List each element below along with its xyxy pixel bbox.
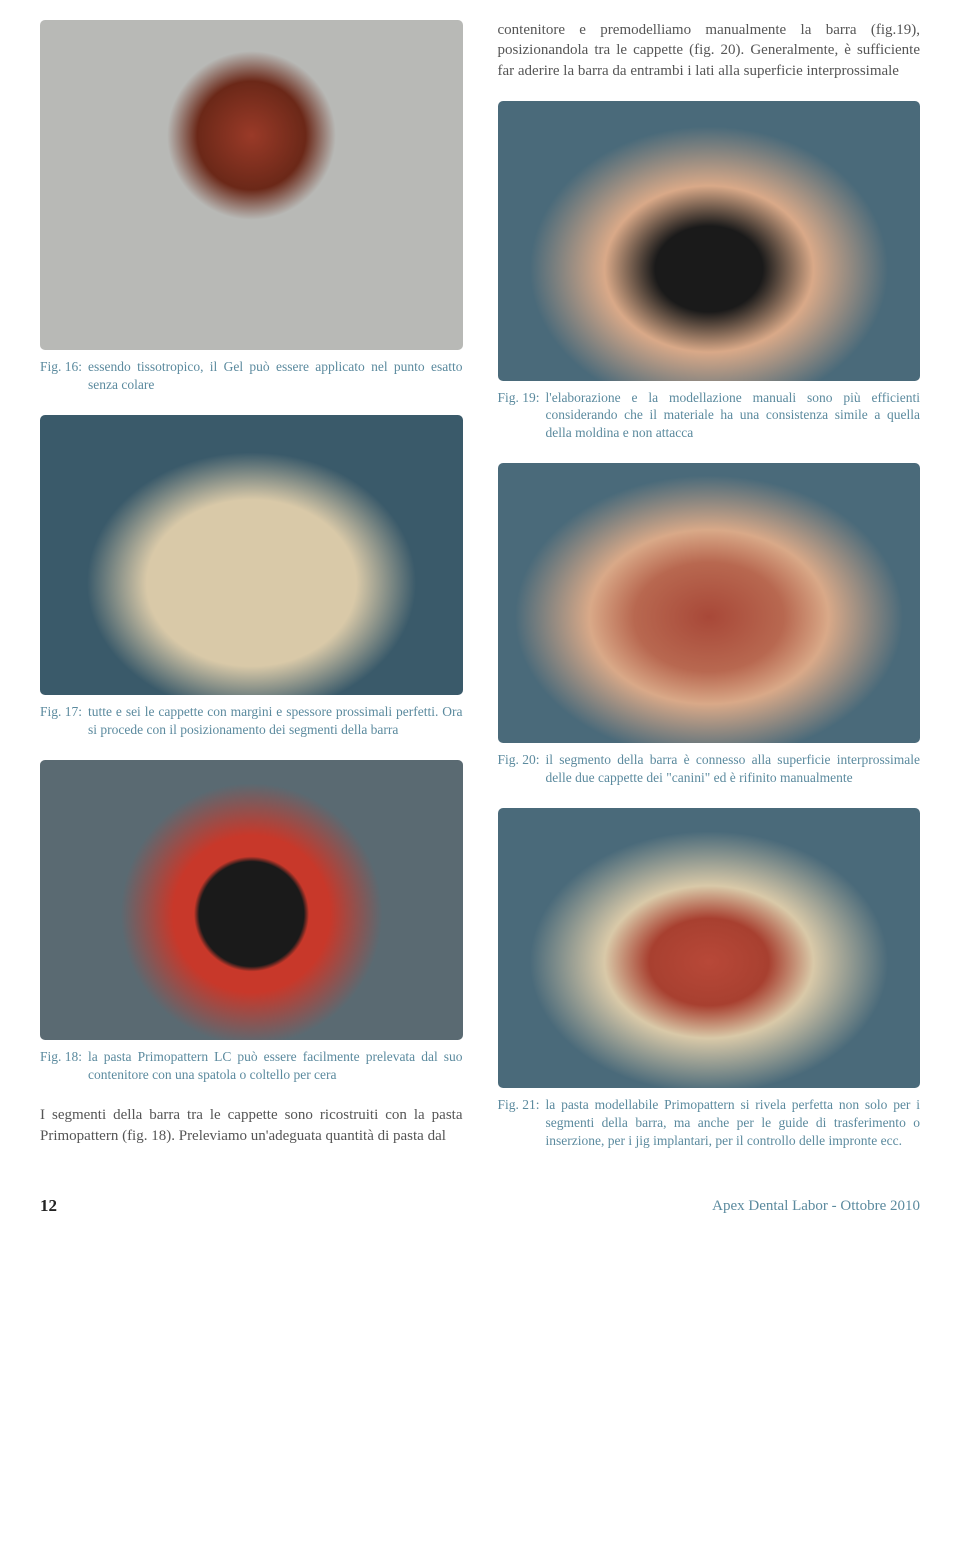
- figure-18-text: la pasta Primopattern LC può essere faci…: [88, 1048, 462, 1083]
- left-column: Fig. 16: essendo tissotropico, il Gel pu…: [40, 20, 463, 1171]
- figure-20-caption: Fig. 20: il segmento della barra è conne…: [498, 751, 921, 786]
- figure-20-text: il segmento della barra è connesso alla …: [546, 751, 920, 786]
- figure-20-label: Fig. 20:: [498, 751, 540, 786]
- right-column: contenitore e premodelliamo manualmente …: [498, 20, 921, 1171]
- figure-17-caption: Fig. 17: tutte e sei le cappette con mar…: [40, 703, 463, 738]
- figure-18-image: [40, 760, 463, 1040]
- figure-17-image: [40, 415, 463, 695]
- intro-paragraph: contenitore e premodelliamo manualmente …: [498, 20, 921, 81]
- figure-19-text: l'elaborazione e la modellazione manuali…: [546, 389, 920, 442]
- figure-17-text: tutte e sei le cappette con margini e sp…: [88, 703, 462, 738]
- figure-19-label: Fig. 19:: [498, 389, 540, 442]
- page-container: Fig. 16: essendo tissotropico, il Gel pu…: [40, 20, 920, 1171]
- figure-21-text: la pasta modellabile Primopattern si riv…: [546, 1096, 920, 1149]
- figure-21-caption: Fig. 21: la pasta modellabile Primopatte…: [498, 1096, 921, 1149]
- figure-16-label: Fig. 16:: [40, 358, 82, 393]
- figure-16-image: [40, 20, 463, 350]
- figure-19-image: [498, 101, 921, 381]
- figure-16-text: essendo tissotropico, il Gel può essere …: [88, 358, 462, 393]
- page-number: 12: [40, 1196, 57, 1216]
- figure-21-image: [498, 808, 921, 1088]
- figure-18-caption: Fig. 18: la pasta Primopattern LC può es…: [40, 1048, 463, 1083]
- figure-19-caption: Fig. 19: l'elaborazione e la modellazion…: [498, 389, 921, 442]
- figure-20-image: [498, 463, 921, 743]
- page-footer: 12 Apex Dental Labor - Ottobre 2010: [40, 1196, 920, 1216]
- figure-16-caption: Fig. 16: essendo tissotropico, il Gel pu…: [40, 358, 463, 393]
- body-paragraph-left: I segmenti della barra tra le cappette s…: [40, 1105, 463, 1146]
- figure-21-label: Fig. 21:: [498, 1096, 540, 1149]
- figure-17-label: Fig. 17:: [40, 703, 82, 738]
- publication-info: Apex Dental Labor - Ottobre 2010: [712, 1198, 920, 1215]
- figure-18-label: Fig. 18:: [40, 1048, 82, 1083]
